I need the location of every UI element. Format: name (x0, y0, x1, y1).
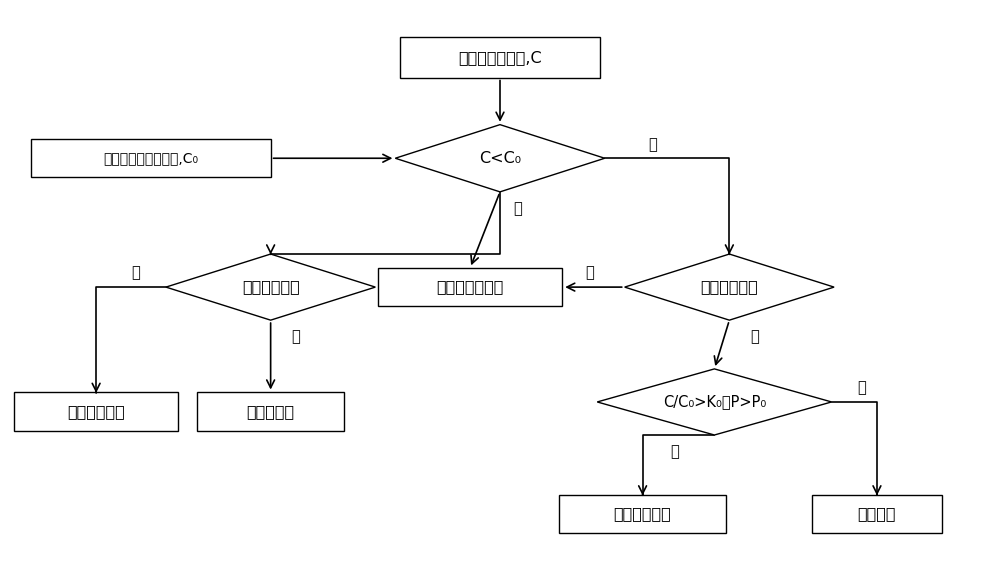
Text: 主供气回路供气: 主供气回路供气 (436, 280, 504, 294)
FancyBboxPatch shape (400, 37, 600, 78)
Text: 否: 否 (750, 329, 759, 345)
FancyBboxPatch shape (812, 495, 942, 533)
Text: 储气装置已满: 储气装置已满 (242, 280, 300, 294)
Text: 混合供气: 混合供气 (858, 507, 896, 521)
Text: 否: 否 (648, 137, 657, 152)
Polygon shape (597, 369, 832, 435)
Text: 是: 是 (514, 201, 522, 216)
Text: 储气装置供气: 储气装置供气 (614, 507, 671, 521)
Text: 关闭充气阀: 关闭充气阀 (247, 404, 295, 419)
Text: 是: 是 (585, 266, 594, 280)
FancyBboxPatch shape (559, 495, 726, 533)
Text: 储气装置为空: 储气装置为空 (700, 280, 758, 294)
Polygon shape (395, 124, 605, 192)
FancyBboxPatch shape (378, 268, 562, 306)
Text: 储气装置充气: 储气装置充气 (67, 404, 125, 419)
Text: 空气污染物浓度阈值,C₀: 空气污染物浓度阈值,C₀ (103, 151, 198, 166)
Text: 否: 否 (132, 266, 140, 280)
Text: 空气污染物浓度,C: 空气污染物浓度,C (458, 50, 542, 65)
Polygon shape (625, 254, 834, 320)
FancyBboxPatch shape (14, 392, 178, 431)
Text: C/C₀>K₀且P>P₀: C/C₀>K₀且P>P₀ (663, 395, 766, 409)
FancyBboxPatch shape (197, 392, 344, 431)
Text: 是: 是 (291, 329, 300, 345)
Text: 否: 否 (857, 381, 866, 395)
Text: 是: 是 (670, 444, 679, 459)
Text: C<C₀: C<C₀ (479, 151, 521, 166)
FancyBboxPatch shape (31, 139, 271, 177)
Polygon shape (166, 254, 375, 320)
